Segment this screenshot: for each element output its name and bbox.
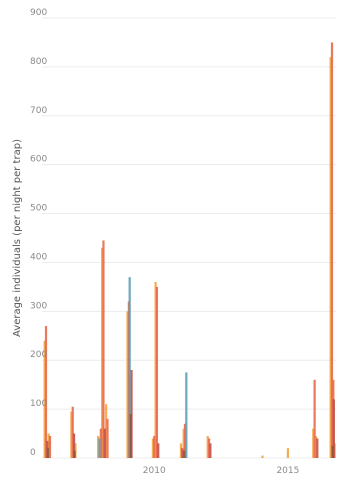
data-bars [43,42,336,459]
data-bar [99,428,102,458]
data-bar [48,436,52,458]
data-bar [314,436,318,458]
data-bar [209,443,212,458]
data-bar [330,42,334,458]
data-bar [183,450,186,458]
y-tick-label: 700 [30,106,47,116]
y-tick-label: 900 [30,8,47,18]
data-bar [46,448,49,458]
data-bar [181,448,184,458]
data-bar [312,428,315,458]
data-bar [106,418,109,458]
data-bar [70,411,73,458]
data-bar [103,428,106,458]
y-tick-label: 800 [30,57,47,67]
data-bar [153,436,156,458]
data-bar [97,436,100,458]
x-tick-label: 2015 [276,466,299,476]
data-bar [73,450,76,458]
y-tick-labels: 0 100 200 300 400 500 600 700 800 900 [30,8,47,458]
y-tick-label: 0 [30,448,36,458]
data-bar [102,240,105,458]
data-bar [128,277,131,458]
x-tick-label: 2010 [143,466,166,476]
data-bar [129,414,132,458]
y-axis-title: Average individuals (per night per trap) [12,139,23,337]
data-bar [206,436,209,458]
data-bar [332,399,335,458]
data-bar [183,423,187,458]
x-tick-labels: 2010 2015 [143,466,300,476]
data-bar [316,438,319,458]
data-bar [331,445,334,458]
y-tick-label: 500 [30,204,47,214]
data-bar [47,433,50,458]
data-bar [151,438,155,458]
data-bar [98,438,101,458]
data-bar [155,286,159,458]
y-tick-label: 300 [30,301,47,311]
data-bar [157,443,160,458]
data-bar [313,379,316,458]
data-bar [182,428,185,458]
y-tick-label: 400 [30,252,47,262]
data-bar [74,443,77,458]
data-bar [72,433,76,458]
data-bar [71,406,74,458]
data-bar [126,311,129,458]
data-bar [44,326,48,458]
y-tick-label: 100 [30,399,47,409]
gridlines [42,17,336,459]
data-bar [105,404,108,458]
y-tick-label: 600 [30,155,47,165]
data-bar [154,282,157,458]
y-tick-label: 200 [30,350,47,360]
data-bar [43,340,46,458]
data-bar [329,57,332,459]
data-bar [207,438,211,458]
data-bar [179,443,183,458]
data-bar [286,448,289,458]
data-bar [185,372,188,458]
data-bar [101,247,104,458]
data-bar [261,455,264,458]
